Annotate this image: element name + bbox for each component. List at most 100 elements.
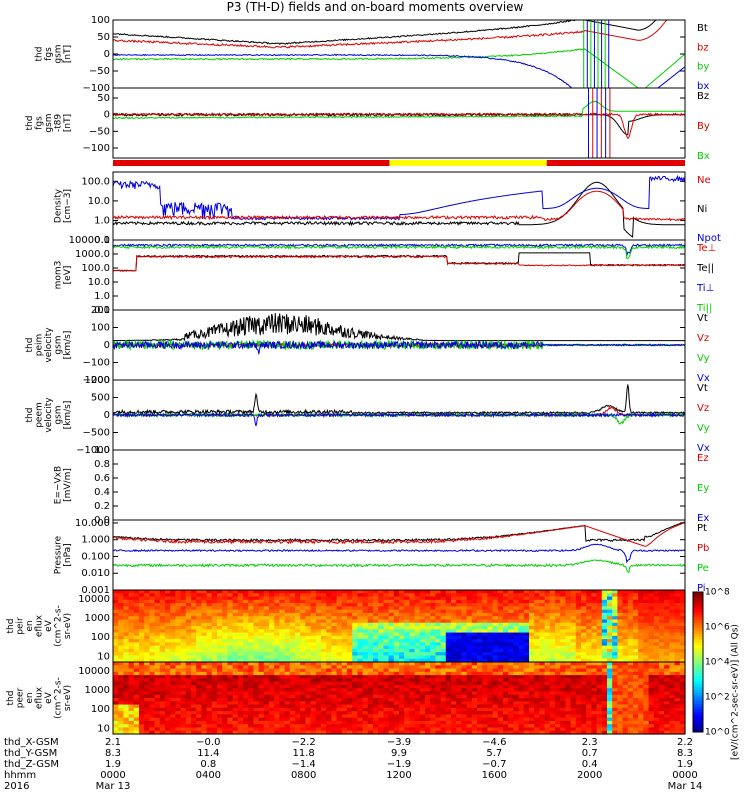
spectrogram-peer-cell <box>279 711 286 715</box>
spectrogram-peer-cell <box>154 701 161 706</box>
spectrogram-peer-cell <box>227 727 234 732</box>
spectrogram-peer-cell <box>263 668 270 673</box>
spectrogram-peer-cell <box>180 704 187 709</box>
spectrogram-peir-cell <box>425 648 431 653</box>
spectrogram-peer-cell <box>201 675 208 679</box>
spectrogram-peir-cell <box>331 619 338 624</box>
spectrogram-peer-cell <box>638 724 644 729</box>
spectrogram-peir-cell <box>601 648 608 653</box>
spectrogram-peer-cell <box>284 711 291 715</box>
spectrogram-peir-cell <box>300 596 306 601</box>
spectrogram-peer-cell <box>133 717 140 722</box>
spectrogram-peer-cell <box>253 691 260 696</box>
spectrogram-peir-cell <box>217 590 223 594</box>
spectrogram-peir-cell <box>612 645 618 650</box>
spectrogram-peer-cell <box>622 727 629 732</box>
spectrogram-peir-cell <box>185 596 192 601</box>
spectrogram-peer-cell <box>529 691 535 696</box>
spectrogram-peir-cell <box>477 639 483 643</box>
spectrogram-peer-cell <box>596 698 603 702</box>
spectrogram-peir-cell <box>659 619 665 624</box>
spectrogram-peer-cell <box>492 724 499 729</box>
spectrogram-peir-cell <box>133 648 140 653</box>
spectrogram-peer-cell <box>575 717 582 722</box>
spectrogram-peir-cell <box>347 599 353 604</box>
spectrogram-peer-cell <box>185 688 192 693</box>
spectrogram-peir-cell <box>643 619 650 624</box>
spectrogram-peer-cell <box>523 720 530 725</box>
spectrogram-peer-cell <box>149 678 156 683</box>
panel-temperature-legend-0: Te⊥ <box>696 243 716 254</box>
spectrogram-peer-cell <box>378 675 384 679</box>
spectrogram-peer-cell <box>331 671 338 676</box>
spectrogram-peir-cell <box>118 632 124 637</box>
spectrogram-peir-cell <box>555 609 561 614</box>
spectrogram-peer-cell <box>419 707 426 712</box>
spectrogram-peer-cell <box>607 724 613 729</box>
spectrogram-peer-cell <box>643 681 650 686</box>
spectrogram-peir-cell <box>659 658 665 663</box>
spectrogram-peir-cell <box>352 645 358 650</box>
spectrogram-peir-cell <box>331 642 338 647</box>
spectrogram-peer-cell <box>477 671 483 676</box>
spectrogram-peer-cell <box>461 707 468 712</box>
spectrogram-peer-cell <box>139 688 145 693</box>
spectrogram-peir-cell <box>237 616 244 621</box>
spectrogram-peer-cell <box>154 717 161 722</box>
spectrogram-peir-cell <box>206 632 213 637</box>
spectrogram-peir-cell <box>409 603 416 607</box>
spectrogram-peir-cell <box>305 622 312 627</box>
spectrogram-peer-cell <box>419 675 426 679</box>
spectrogram-peir-cell <box>170 622 176 627</box>
spectrogram-peer-cell <box>284 730 291 735</box>
spectrogram-peer-cell <box>113 694 119 699</box>
spectrogram-peir-cell <box>185 612 192 617</box>
spectrogram-peer-cell <box>466 724 473 729</box>
spectrogram-peer-cell <box>622 698 629 702</box>
spectrogram-peer-cell <box>425 714 431 719</box>
panel-pressure: Pressure [nPa]10.0001.0000.1000.0100.001P… <box>53 518 709 596</box>
spectrogram-peer-cell <box>404 727 410 732</box>
spectrogram-peer-cell <box>315 691 322 696</box>
spectrogram-peer-cell <box>222 668 228 673</box>
spectrogram-peer-cell <box>425 730 431 735</box>
spectrogram-peer-cell <box>664 688 670 693</box>
spectrogram-peer-cell <box>601 711 608 715</box>
spectrogram-peir-cell <box>638 658 644 663</box>
spectrogram-peir-cell <box>310 609 317 614</box>
spectrogram-peer-cell <box>508 668 514 673</box>
spectrogram-peer-cell <box>269 704 275 709</box>
spectrogram-peir-cell <box>154 593 161 598</box>
spectrogram-peer-cell <box>159 662 166 666</box>
spectrogram-peir-cell <box>139 609 145 614</box>
spectrogram-peir-cell <box>185 609 192 614</box>
spectrogram-peir-cell <box>596 642 603 647</box>
spectrogram-peir-cell <box>263 642 270 647</box>
spectrogram-peir-cell <box>549 632 556 637</box>
spectrogram-peir-cell <box>227 629 234 634</box>
spectrogram-peir-cell <box>419 648 426 653</box>
spectrogram-peer-cell <box>508 717 514 722</box>
spectrogram-peer-cell <box>471 717 478 722</box>
spectrogram-peer-cell <box>206 662 213 666</box>
panel-temperature-ylabel-1: [eV] <box>63 266 73 285</box>
spectrogram-peir-cell <box>295 642 301 647</box>
spectrogram-peir-cell <box>341 645 348 650</box>
spectrogram-peer-cell <box>258 707 265 712</box>
spectrogram-peir-cell <box>529 590 535 594</box>
spectrogram-peer-cell <box>305 694 312 699</box>
spectrogram-peer-cell <box>326 678 332 683</box>
spectrogram-peir-cell <box>289 642 296 647</box>
spectrogram-peer-cell <box>591 701 598 706</box>
spectrogram-peir-cell <box>206 629 213 634</box>
spectrogram-peer-cell <box>315 730 322 735</box>
spectrogram-peir-cell <box>284 652 291 657</box>
spectrogram-peir-cell <box>659 642 665 647</box>
spectrogram-peir-cell <box>539 655 546 660</box>
spectrogram-peer-cell <box>159 675 166 679</box>
spectrogram-peir-cell <box>461 603 468 607</box>
spectrogram-peer-cell <box>175 707 182 712</box>
spectrogram-peir-cell <box>461 652 468 657</box>
spectrogram-peir-cell <box>414 658 421 663</box>
spectrogram-peer-cell <box>638 701 644 706</box>
